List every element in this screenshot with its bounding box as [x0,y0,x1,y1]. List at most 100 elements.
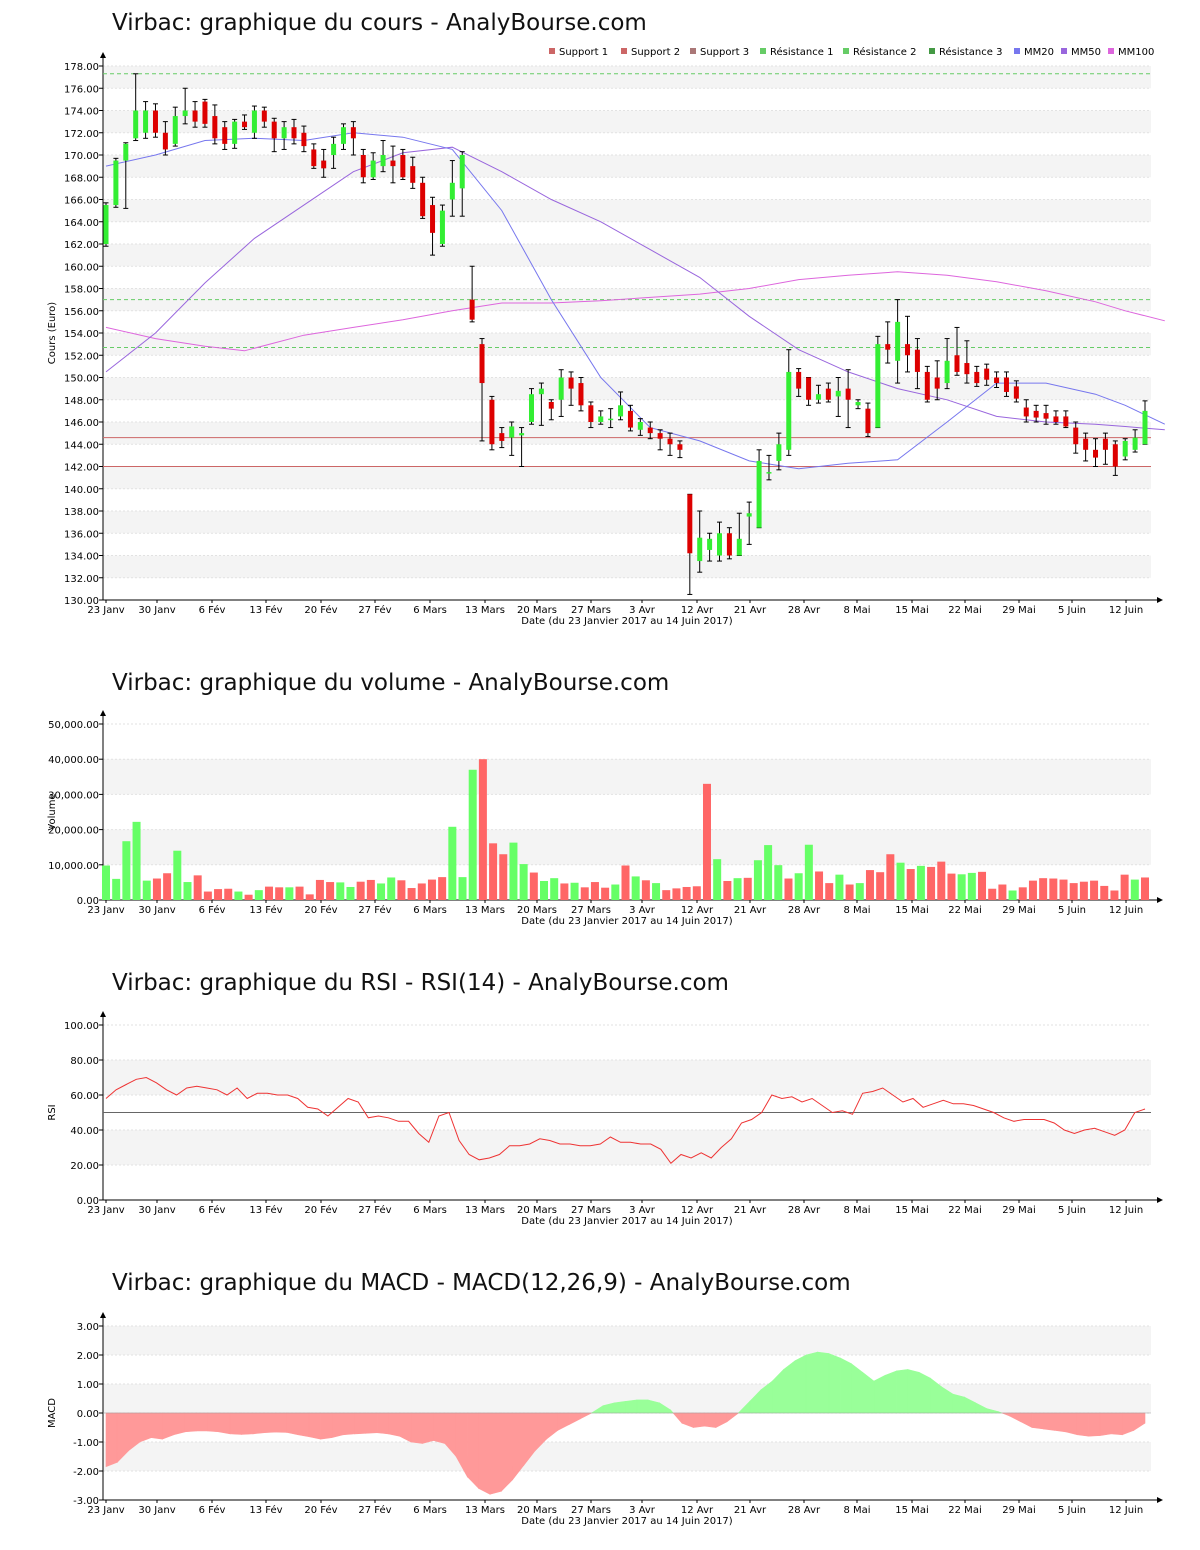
volume-bar [275,887,284,900]
y-tick-label: 50,000.00 [48,720,99,731]
x-axis-arrow [1157,1197,1163,1203]
y-tick-label: 176.00 [64,84,99,95]
macd-area-segment [1076,1412,1089,1437]
x-tick-label: 20 Mars [517,605,557,616]
macd-area-segment [478,1412,491,1495]
grid-band [103,829,1151,865]
x-tick-label: 23 Janv [87,905,124,916]
macd-area-segment [263,1412,276,1434]
candle-body [905,344,911,356]
candle-body [538,388,544,395]
candle-body [647,427,653,434]
volume-bar [458,877,467,900]
y-tick-label: -1.00 [73,1438,99,1449]
volume-bar [621,865,630,900]
macd-area-segment [399,1412,412,1443]
y-axis-arrow [100,1312,106,1318]
volume-bar [112,878,121,900]
candle-body [637,422,643,430]
rsi-chart-title: Virbac: graphique du RSI - RSI(14) - Ana… [112,970,729,996]
macd-area-segment [421,1412,434,1444]
candle-body [766,472,772,474]
volume-bar [743,877,752,900]
macd-area-segment [613,1401,626,1414]
macd-area-segment [320,1412,333,1440]
macd-area-segment [1099,1412,1112,1436]
y-axis-label: MACD [47,1398,58,1428]
volume-bar [244,894,253,900]
x-tick-label: 5 Juin [1058,1505,1086,1516]
y-tick-label: 178.00 [64,62,99,73]
candle-body [568,377,574,389]
volume-bar [478,759,487,900]
volume-chart: 0.00 10,000.00 20,000.00 30,000.00 40,000.00… [47,710,1163,927]
x-axis-label: Date (du 23 Janvier 2017 au 14 Juin 2017… [521,1516,733,1527]
y-tick-label: 168.00 [64,173,99,184]
candle-body [914,349,920,372]
macd-area-segment [1043,1412,1055,1431]
candle-body [588,405,594,422]
macd-area-segment [1122,1412,1135,1436]
volume-bar [590,882,599,900]
volume-bar [529,872,538,900]
x-tick-label: 27 Fév [358,1504,391,1516]
y-tick-label: 130.00 [64,596,99,607]
grid-band [103,244,1151,267]
x-tick-label: 12 Juin [1109,905,1143,916]
candle-body [1073,427,1079,445]
x-tick-label: 8 Mai [843,1205,870,1216]
volume-bar [519,864,528,900]
volume-bar [580,887,589,900]
candle-body [1093,449,1099,458]
x-tick-label: 6 Mars [413,1205,447,1216]
volume-bar [1090,880,1099,900]
volume-bar [1120,874,1129,900]
volume-bar [713,859,722,900]
volume-bar [1018,887,1027,900]
x-tick-label: 12 Avr [681,1505,714,1516]
candle-body [944,360,950,384]
y-tick-label: 40,000.00 [48,755,99,766]
macd-area-segment [884,1370,897,1414]
volume-bar [1008,890,1017,900]
grid-band [103,155,1151,178]
volume-bar [641,880,650,900]
candle-body [697,537,703,562]
macd-area-segment [873,1374,886,1414]
candle-body [103,205,109,244]
macd-area-segment [625,1399,638,1414]
volume-bar [438,877,447,900]
candle-body [726,533,732,556]
candle-body [1033,410,1039,418]
candle-body [984,368,990,380]
grid-band [103,511,1151,534]
x-tick-label: 5 Juin [1058,605,1086,616]
candle-body [1132,437,1138,450]
volume-bar [489,843,498,900]
x-tick-label: 15 Mai [895,605,928,616]
x-tick-label: 30 Janv [138,605,175,616]
x-tick-label: 28 Avr [788,1205,821,1216]
x-tick-label: 5 Juin [1058,1205,1086,1216]
grid-band [103,288,1151,311]
macd-area-segment [184,1412,197,1433]
volume-bar [672,888,681,900]
x-tick-label: 27 Fév [358,604,391,616]
macd-area-segment [557,1412,570,1431]
volume-bar [193,875,202,900]
x-tick-label: 13 Mars [465,605,505,616]
y-tick-label: 170.00 [64,151,99,162]
macd-area-segment [1110,1412,1123,1436]
volume-bar [550,878,559,900]
candle-body [924,371,930,400]
macd-area-segment [839,1357,852,1414]
x-tick-label: 6 Mars [413,605,447,616]
y-tick-label: -3.00 [73,1496,99,1507]
y-tick-label: 132.00 [64,574,99,585]
volume-bar [102,865,110,900]
candle-body [222,127,228,144]
x-tick-label: 8 Mai [843,1505,870,1516]
macd-area-segment [229,1412,242,1435]
volume-bar [723,880,732,900]
volume-panel: Virbac: graphique du volume - AnalyBours… [0,640,1200,940]
